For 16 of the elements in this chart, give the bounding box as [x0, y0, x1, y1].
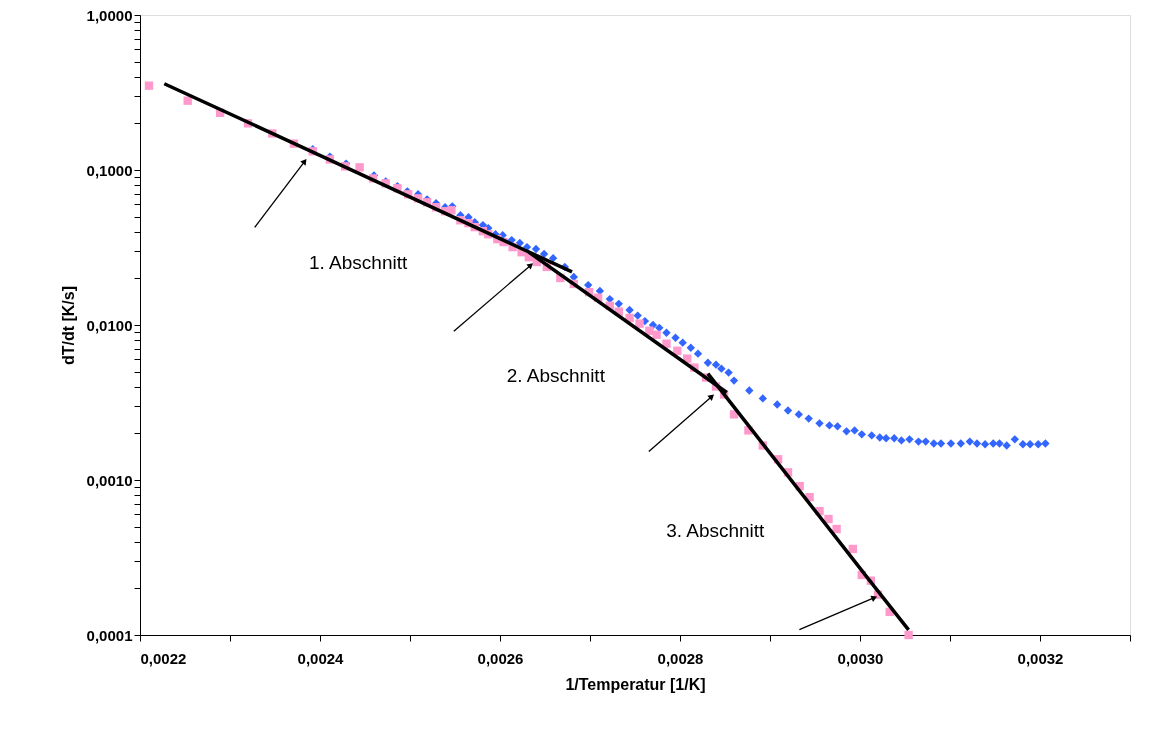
x-tick-label: 0,0030 [837, 649, 884, 667]
x-tick-label: 0,0022 [140, 649, 187, 667]
y-axis-title: dT/dt [K/s] [59, 285, 77, 366]
y-tick-label: 1,0000 [86, 6, 133, 24]
y-tick-label: 0,0100 [86, 316, 133, 334]
annotation: 1. Abschnitt [309, 251, 408, 273]
y-tick-label: 0,0010 [86, 471, 133, 489]
x-tick-label: 0,0032 [1017, 649, 1064, 667]
y-tick-label: 0,0001 [86, 626, 133, 644]
x-tick-label: 0,0026 [477, 649, 524, 667]
x-tick-label: 0,0024 [297, 649, 345, 667]
annotation: 2. Abschnitt [506, 365, 606, 387]
y-tick-label: 0,1000 [86, 161, 133, 179]
x-axis-title: 1/Temperatur [1/K] [565, 675, 706, 693]
x-tick-label: 0,0028 [657, 649, 704, 667]
annotation: 3. Abschnitt [666, 519, 766, 541]
